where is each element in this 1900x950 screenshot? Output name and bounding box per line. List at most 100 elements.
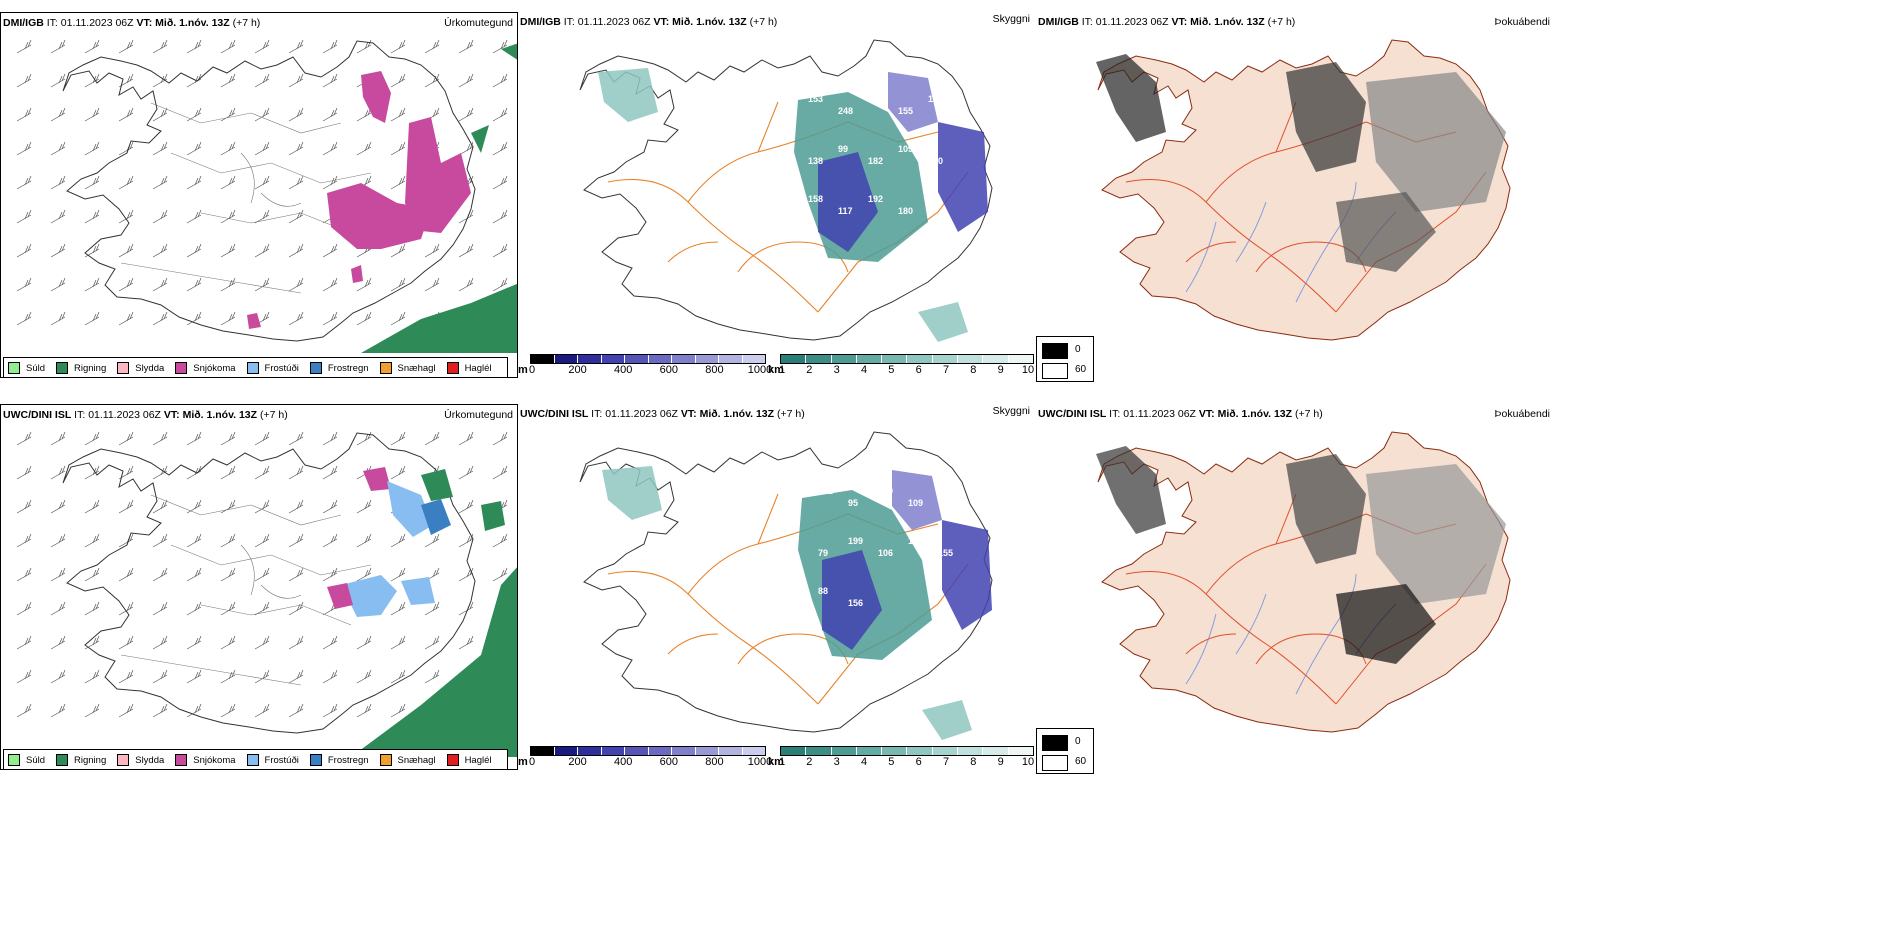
precip-type-panel-uwc: UWC/DINI ISL IT: 01.11.2023 06Z VT: Mið.… [0,404,518,770]
colorbar-step [554,747,578,755]
panel-header: UWC/DINI ISL IT: 01.11.2023 06Z VT: Mið.… [520,408,805,420]
scale-tick: 10 [1021,364,1035,376]
cloud-base-label: 169 [908,536,923,546]
legend-label: Rigning [74,754,107,766]
legend-swatch [175,754,188,766]
scale-tick: 3 [833,364,840,376]
legend-label: Snæhagl [397,754,436,766]
fog-legend-swatch [1042,363,1068,379]
panel-header: DMI/IGB IT: 01.11.2023 06Z VT: Mið. 1.nó… [520,16,778,28]
legend-label: Haglél [464,362,492,374]
cloud-base-label: 192 [868,194,883,204]
legend-swatch [309,754,322,766]
scale-tick: 8 [970,756,977,768]
fog-map [1096,39,1511,341]
cloud-base-label: 88 [818,586,828,596]
legend-label: Snjókoma [193,754,236,766]
scale-tick: 7 [942,756,950,768]
scale-tick: 4 [860,756,868,768]
scale-tick: 800 [705,364,724,376]
legend-swatch [117,362,130,374]
visibility-scale: km 1 2 3 4 5 6 7 8 9 10 [768,746,1036,770]
cloud-base-label: 156 [848,598,863,608]
colorbar-step [983,355,1009,363]
legend-item: Slydda [117,754,164,766]
panel-title: Úrkomutegund [444,17,513,29]
colorbar-step [672,747,696,755]
colorbar-step [882,747,908,755]
colorbar-step [531,355,555,363]
colorbar-step [695,747,719,755]
colorbar-step [578,355,602,363]
legend-label: Frostúði [264,362,299,374]
fog-map [1096,431,1511,733]
fog-legend-label: 60 [1075,364,1087,375]
precip-legend: Súld Rigning Slydda Snjókoma Frostúði Frostre… [3,357,508,377]
legend-label: Snjókoma [193,362,236,374]
legend-swatch [379,754,392,766]
scale-tick: 800 [705,756,724,768]
scale-tick: 600 [659,364,678,376]
legend-item: Haglél [446,754,492,766]
cloud-base-label: 79 [818,548,828,558]
legend-item: Súld [8,362,45,374]
panel-title: Úrkomutegund [444,409,513,421]
scale-tick: 9 [997,756,1004,768]
colorbar-step [907,355,933,363]
legend-label: Frostúði [264,754,299,766]
scale-tick: 8 [970,364,977,376]
visibility-scale: km 1 2 3 4 5 6 7 8 9 10 [768,354,1036,378]
colorbar-step [932,747,959,755]
cloud-base-label: 95 [848,498,858,508]
precip-legend: Súld Rigning Slydda Snjókoma Frostúði Frostre… [3,749,508,769]
legend-label: Súld [26,754,46,766]
colorbar-step [625,747,649,755]
legend-swatch [8,754,20,766]
fog-legend-label: 60 [1075,756,1087,767]
scale-tick: 1000 [747,756,773,768]
cloud-base-label: 155 [898,106,913,116]
legend-item: Rigning [56,754,106,766]
scale-unit: km [768,364,784,376]
scale-tick: 1 [778,364,786,376]
cloud-base-label: 109 [898,144,913,154]
cloud-base-label: 123 [928,94,943,104]
legend-label: Haglél [464,754,492,766]
fog-legend: 0 60 [1036,336,1094,382]
colorbar-step [831,355,857,363]
colorbar-step [781,747,807,755]
scale-unit: km [768,756,784,768]
colorbar-step [625,355,649,363]
legend-label: Rigning [74,362,107,374]
colorbar [530,746,766,756]
cloud-base-label: 96 [938,486,948,496]
legend-swatch [175,362,188,374]
cloud-base-label: 418 [868,94,883,104]
legend-item: Frostúði [246,754,299,766]
legend-item: Snæhagl [379,754,436,766]
scale-tick: 5 [888,364,895,376]
scale-tick: 2 [806,364,813,376]
legend-item: Súld [8,754,45,766]
legend-label: Frostregn [327,754,369,766]
panel-header: UWC/DINI ISL IT: 01.11.2023 06Z VT: Mið.… [3,409,288,421]
scale-tick: 9 [997,364,1004,376]
panel-title: Þokuábendi [1494,16,1550,28]
scale-tick: 400 [614,756,633,768]
colorbar [530,354,766,364]
cloud-base-label: 109 [908,498,923,508]
legend-item: Snæhagl [379,362,436,374]
cloud-base-label: 180 [898,206,913,216]
legend-label: Snæhagl [397,362,436,374]
cloud-base-label: 158 [808,194,823,204]
colorbar-step [554,355,578,363]
cloud-base-label: 106 [878,548,893,558]
colorbar-step [648,355,672,363]
scale-tick: 0 [528,756,536,768]
fog-legend-label: 0 [1075,344,1081,355]
legend-swatch [117,754,130,766]
panel-title: Skyggni [992,405,1030,417]
panel-header: UWC/DINI ISL IT: 01.11.2023 06Z VT: Mið.… [1038,408,1323,420]
panel-header: DMI/IGB IT: 01.11.2023 06Z VT: Mið. 1.nó… [3,17,261,29]
legend-label: Súld [26,362,46,374]
